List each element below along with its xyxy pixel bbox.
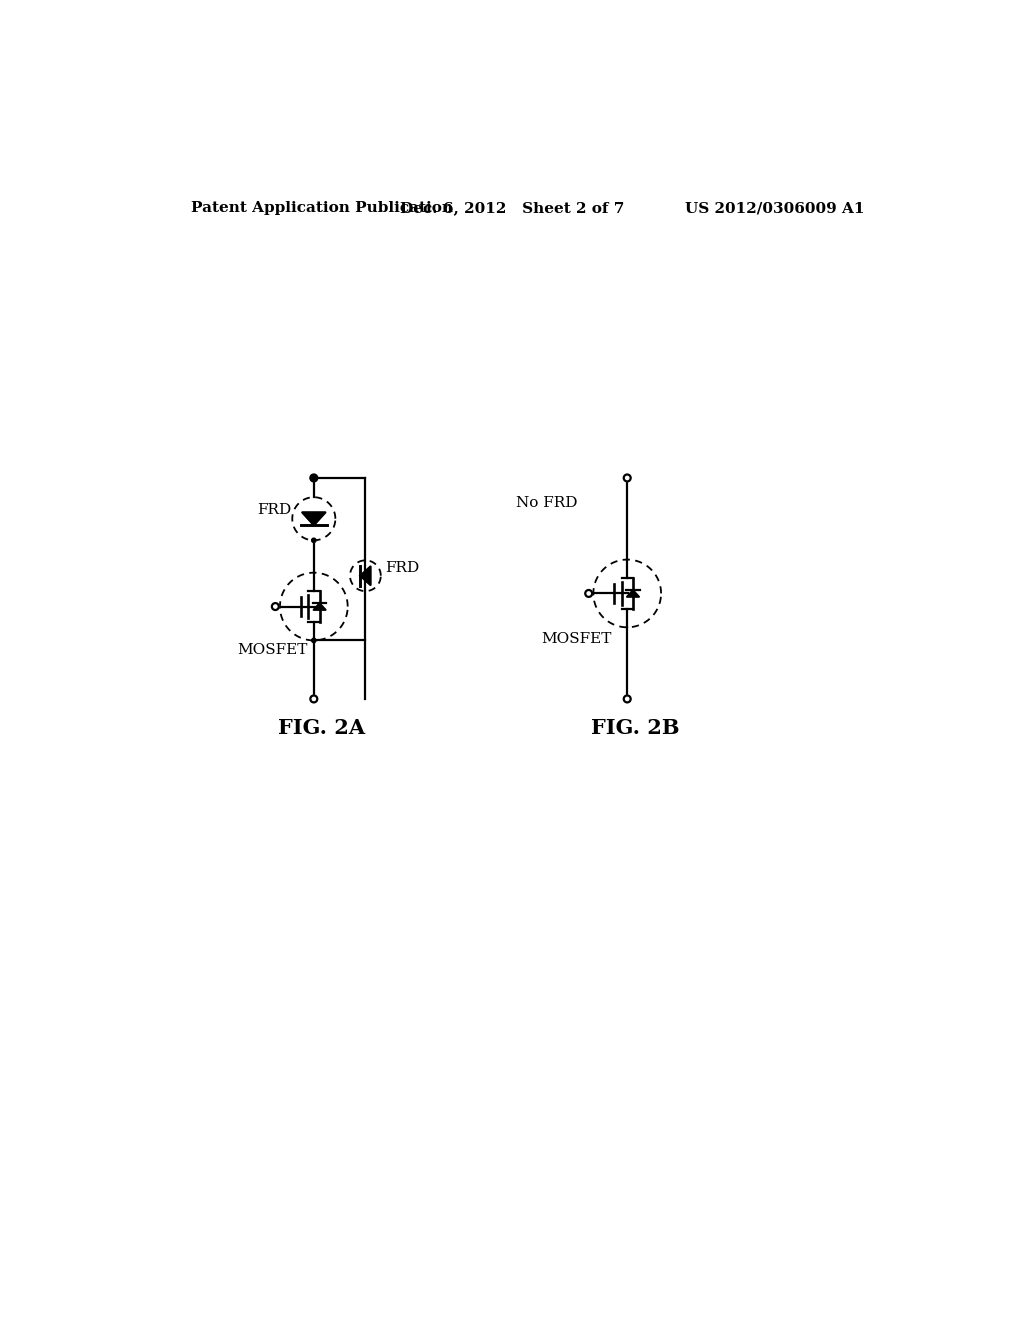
Polygon shape [360,566,371,585]
Text: FIG. 2B: FIG. 2B [591,718,679,738]
Text: Patent Application Publication: Patent Application Publication [190,202,453,215]
Circle shape [271,603,279,610]
Polygon shape [302,512,326,525]
Circle shape [310,474,317,482]
Polygon shape [313,603,326,610]
Text: Dec. 6, 2012   Sheet 2 of 7: Dec. 6, 2012 Sheet 2 of 7 [400,202,625,215]
Polygon shape [627,590,639,597]
Circle shape [310,696,317,702]
Text: US 2012/0306009 A1: US 2012/0306009 A1 [685,202,864,215]
Text: No FRD: No FRD [516,495,578,510]
Circle shape [586,590,592,597]
Circle shape [624,474,631,482]
Circle shape [311,639,316,643]
Text: FRD: FRD [385,561,420,576]
Circle shape [624,696,631,702]
Text: FRD: FRD [258,503,292,516]
Circle shape [311,539,316,543]
Text: MOSFET: MOSFET [541,632,611,645]
Text: FIG. 2A: FIG. 2A [278,718,366,738]
Text: MOSFET: MOSFET [238,643,308,656]
Circle shape [311,475,316,480]
